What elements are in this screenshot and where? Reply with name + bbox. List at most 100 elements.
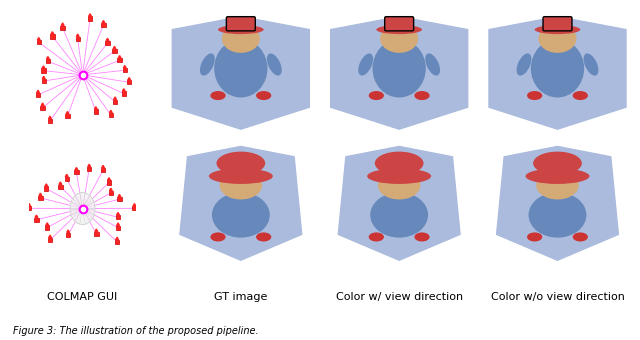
Text: GT image: GT image [214, 292, 268, 302]
Polygon shape [108, 178, 111, 180]
Ellipse shape [369, 233, 384, 241]
FancyBboxPatch shape [543, 17, 572, 31]
Ellipse shape [378, 171, 420, 200]
Ellipse shape [372, 39, 426, 98]
Bar [101, 23, 106, 28]
Ellipse shape [425, 53, 440, 75]
Ellipse shape [376, 25, 422, 34]
Ellipse shape [573, 91, 588, 100]
Bar [116, 215, 120, 219]
Ellipse shape [256, 91, 271, 100]
Bar [76, 37, 80, 41]
Polygon shape [88, 164, 91, 167]
Bar [113, 100, 117, 104]
Ellipse shape [370, 192, 428, 238]
Bar [45, 225, 49, 230]
Bar [88, 16, 92, 21]
Bar [123, 68, 127, 72]
Polygon shape [42, 76, 45, 79]
Bar [40, 106, 45, 110]
Bar [42, 68, 45, 73]
Bar [65, 177, 69, 181]
Polygon shape [128, 78, 131, 80]
Ellipse shape [211, 233, 226, 241]
Polygon shape [116, 223, 120, 225]
Ellipse shape [573, 233, 588, 241]
Polygon shape [114, 97, 116, 100]
Ellipse shape [533, 152, 582, 175]
Ellipse shape [220, 171, 262, 200]
Polygon shape [331, 17, 468, 129]
Bar [93, 109, 98, 114]
Polygon shape [46, 223, 49, 225]
Bar [132, 206, 136, 210]
Ellipse shape [516, 53, 531, 75]
Ellipse shape [218, 25, 264, 34]
Ellipse shape [216, 152, 265, 175]
Ellipse shape [536, 171, 579, 200]
Ellipse shape [584, 53, 598, 75]
Bar [65, 114, 70, 118]
Bar [94, 232, 99, 236]
Text: Color w/ view direction: Color w/ view direction [335, 292, 463, 302]
Polygon shape [49, 235, 51, 238]
Bar [44, 186, 49, 191]
Ellipse shape [380, 24, 418, 53]
Polygon shape [75, 168, 78, 170]
Bar [122, 91, 126, 96]
Bar [50, 34, 54, 38]
Polygon shape [39, 193, 42, 196]
Polygon shape [70, 192, 95, 225]
Polygon shape [51, 32, 54, 34]
Ellipse shape [256, 233, 271, 241]
Bar [109, 113, 113, 117]
Bar [116, 225, 120, 230]
Polygon shape [35, 215, 38, 218]
Text: COLMAP GUI: COLMAP GUI [47, 292, 118, 302]
FancyBboxPatch shape [385, 17, 413, 31]
Bar [112, 49, 116, 53]
Polygon shape [116, 212, 120, 215]
Polygon shape [102, 20, 105, 23]
Ellipse shape [534, 25, 580, 34]
Ellipse shape [414, 233, 429, 241]
Text: Figure 3: The illustration of the proposed pipeline.: Figure 3: The illustration of the propos… [13, 326, 259, 336]
Polygon shape [67, 230, 70, 233]
Polygon shape [109, 188, 112, 191]
Ellipse shape [209, 168, 273, 184]
Bar [36, 93, 40, 97]
Polygon shape [37, 37, 40, 40]
Bar [58, 185, 63, 189]
Bar [87, 167, 92, 171]
Polygon shape [172, 17, 309, 129]
Polygon shape [49, 116, 51, 119]
Bar [36, 40, 41, 45]
Bar [42, 79, 46, 83]
Ellipse shape [414, 91, 429, 100]
Ellipse shape [529, 192, 586, 238]
Polygon shape [109, 110, 112, 113]
Bar [118, 58, 122, 63]
Ellipse shape [212, 192, 270, 238]
Bar [106, 41, 109, 45]
Text: Color w/o view direction: Color w/o view direction [490, 292, 625, 302]
Ellipse shape [527, 233, 542, 241]
Polygon shape [59, 182, 62, 185]
Polygon shape [489, 17, 626, 129]
Polygon shape [116, 237, 118, 240]
Bar [48, 119, 52, 123]
Bar [35, 218, 38, 222]
Bar [101, 168, 105, 172]
Ellipse shape [358, 53, 373, 75]
Bar [74, 170, 79, 174]
Polygon shape [102, 165, 104, 168]
Ellipse shape [525, 168, 589, 184]
Polygon shape [94, 107, 97, 109]
Polygon shape [118, 55, 121, 58]
FancyBboxPatch shape [227, 17, 255, 31]
Bar [66, 233, 70, 237]
Polygon shape [76, 34, 79, 37]
Ellipse shape [211, 91, 226, 100]
Bar [117, 197, 122, 201]
Bar [38, 196, 43, 200]
